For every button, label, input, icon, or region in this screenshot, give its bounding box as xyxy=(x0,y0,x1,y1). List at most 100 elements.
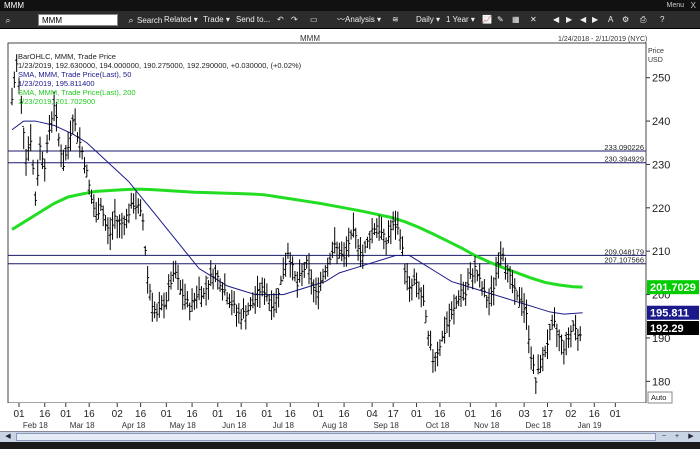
period-select[interactable]: Daily ▾ xyxy=(416,15,441,24)
help-icon[interactable]: ? xyxy=(660,15,665,24)
send-to-menu[interactable]: Send to... xyxy=(236,14,270,26)
sma200-line xyxy=(11,187,583,289)
price-chart[interactable]: MMM 1/24/2018 - 2/11/2019 (NYC) Price US… xyxy=(0,29,700,431)
menu-button[interactable]: Menu xyxy=(666,2,684,9)
y-tick-label: 230 xyxy=(652,159,670,171)
auto-scale-label: Auto xyxy=(651,393,666,402)
chart-settings-icon[interactable]: ✎ xyxy=(497,15,504,24)
zoom-plus-button[interactable]: + xyxy=(674,433,680,440)
sma200-last-tag-text: 201.7029 xyxy=(650,282,696,294)
horizontal-line-label: 230.394929 xyxy=(604,155,644,164)
redo-icon[interactable]: ↷ xyxy=(291,15,298,24)
chart-frame: MMM 1/24/2018 - 2/11/2019 (NYC) Price US… xyxy=(0,29,700,449)
month-label: Oct 18 xyxy=(426,421,450,430)
zoom-out-icon[interactable]: ◀ xyxy=(580,15,587,24)
x-axis: 01 16 01 16 02 16 01 16 01 16 01 16 01 16 04 17 01 16 01 16… xyxy=(0,403,700,431)
x-tick-label: 16 xyxy=(589,409,601,420)
month-label: Jun 18 xyxy=(222,421,247,430)
x-tick-label: 16 xyxy=(135,409,147,420)
month-label: May 18 xyxy=(170,421,197,430)
trade-menu[interactable]: Trade ▾ xyxy=(203,15,230,24)
search-icon: ⌕ xyxy=(128,15,134,25)
price-last-tag xyxy=(647,321,699,336)
text-tool-icon[interactable]: A xyxy=(608,15,614,24)
search-button[interactable]: ⌕ Search xyxy=(125,14,162,26)
scroll-thumb[interactable] xyxy=(16,433,656,441)
scroll-right-icon[interactable]: ▶ xyxy=(566,15,573,24)
y-tick-label: 250 xyxy=(652,73,670,85)
settings-icon[interactable]: ⚙ xyxy=(622,15,630,24)
x-tick-label: 01 xyxy=(465,409,477,420)
search-label: Search xyxy=(137,16,163,25)
x-tick-label: 02 xyxy=(565,409,577,420)
chart-symbol-header: MMM xyxy=(300,34,320,43)
sma200-last-tag xyxy=(647,280,699,295)
month-label: Mar 18 xyxy=(70,421,95,430)
analysis-label: Analysis xyxy=(345,15,375,24)
currency-label: USD xyxy=(648,57,663,64)
crosshair-icon[interactable]: ✕ xyxy=(530,15,537,24)
undo-icon[interactable]: ↶ xyxy=(277,15,284,24)
send-to-label: Send to... xyxy=(236,15,271,24)
month-label: Jan 19 xyxy=(578,421,603,430)
x-tick-label: 01 xyxy=(13,409,25,420)
x-tick-label: 16 xyxy=(84,409,96,420)
horizontal-line-label: 209.048179 xyxy=(604,247,644,256)
month-label: Aug 18 xyxy=(322,421,348,430)
toolbar: ⌕ ⌕Search Related ▾ Trade ▾ Send to... ↶… xyxy=(0,11,700,29)
x-tick-label: 01 xyxy=(313,409,325,420)
month-label: Feb 18 xyxy=(23,421,48,430)
zoom-minus-button[interactable]: − xyxy=(661,433,667,440)
legend-line-1: BarOHLC, MMM, Trade Price xyxy=(18,52,116,61)
bottom-bar xyxy=(0,442,700,449)
symbol-dropdown[interactable]: ⌕ xyxy=(2,14,14,26)
sma50-last-tag-text: 195.811 xyxy=(650,308,689,320)
x-tick-label: 01 xyxy=(610,409,622,420)
related-label: Related xyxy=(164,15,192,24)
price-last-tag-text: 192.29 xyxy=(650,323,684,335)
analysis-menu[interactable]: 〰Analysis ▾ xyxy=(337,15,382,24)
y-tick-label: 180 xyxy=(652,376,670,388)
legend-line-6: 1/23/2019, 201.702900 xyxy=(18,97,95,106)
month-label: Dec 18 xyxy=(525,421,551,430)
x-tick-label: 01 xyxy=(411,409,423,420)
wave-icon[interactable]: ≋ xyxy=(392,15,399,24)
scroll-left-icon[interactable]: ◀ xyxy=(553,15,560,24)
chart-date-range: 1/24/2018 - 2/11/2019 (NYC) xyxy=(558,36,647,43)
chart-background xyxy=(0,29,700,431)
chart-legend: BarOHLC, MMM, Trade Price 1/23/2019, 192… xyxy=(18,52,302,106)
month-label: Nov 18 xyxy=(474,421,500,430)
scroll-left-button[interactable]: ◀ xyxy=(5,433,11,440)
legend-line-3: SMA, MMM, Trade Price(Last), 50 xyxy=(18,70,131,79)
y-tick-label: 210 xyxy=(652,246,670,258)
scroll-right-button[interactable]: ▶ xyxy=(688,433,694,440)
trade-label: Trade xyxy=(203,15,224,24)
zoom-in-icon[interactable]: ▶ xyxy=(592,15,599,24)
y-tick-label: 240 xyxy=(652,116,670,128)
related-menu[interactable]: Related ▾ xyxy=(164,15,198,24)
horizontal-line-label: 207.107566 xyxy=(604,256,644,265)
sma50-last-tag xyxy=(647,305,699,320)
grid-icon[interactable]: ▦ xyxy=(512,15,520,24)
x-tick-label: 01 xyxy=(212,409,224,420)
last-value-tags: 201.7029 195.811 192.29 xyxy=(647,280,699,336)
auto-scale-button[interactable] xyxy=(647,391,673,404)
x-tick-label: 16 xyxy=(186,409,198,420)
folder-icon[interactable]: ▭ xyxy=(310,15,318,24)
line-chart-icon[interactable]: 📈 xyxy=(482,15,492,24)
x-tick-label: 01 xyxy=(261,409,273,420)
symbol-input[interactable] xyxy=(38,14,118,26)
search-icon: ⌕ xyxy=(5,15,11,25)
horizontal-line-label: 233.090226 xyxy=(604,143,644,152)
legend-line-4: 1/23/2019, 195.811400 xyxy=(18,79,95,88)
month-label: Jul 18 xyxy=(273,421,295,430)
x-tick-label: 16 xyxy=(434,409,446,420)
y-tick-label: 190 xyxy=(652,333,670,345)
x-axis-band xyxy=(0,403,700,431)
range-select[interactable]: 1 Year ▾ xyxy=(446,15,475,24)
horizontal-scrollbar[interactable]: ◀ − + ▶ xyxy=(0,431,700,442)
print-icon[interactable]: ⎙ xyxy=(640,15,647,24)
close-button[interactable]: X xyxy=(690,1,696,10)
period-label: Daily xyxy=(416,15,434,24)
